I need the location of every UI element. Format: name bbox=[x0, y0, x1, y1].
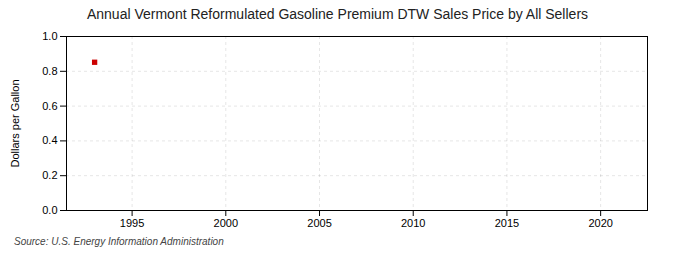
svg-text:0.6: 0.6 bbox=[42, 100, 57, 112]
html-text:Source: U.S. Energy Informatio: Source: U.S. Energy Information Administ… bbox=[14, 236, 224, 247]
svg-text:2020: 2020 bbox=[588, 217, 612, 229]
svg-text:0.4: 0.4 bbox=[42, 134, 57, 146]
svg-text:2005: 2005 bbox=[307, 217, 331, 229]
svg-text:2010: 2010 bbox=[401, 217, 425, 229]
svg-text:Dollars per Gallon: Dollars per Gallon bbox=[9, 79, 21, 167]
svg-text:0.8: 0.8 bbox=[42, 65, 57, 77]
svg-text:1995: 1995 bbox=[120, 217, 144, 229]
svg-text:1.0: 1.0 bbox=[42, 30, 57, 42]
html-text:Annual Vermont Reformulated Ga: Annual Vermont Reformulated Gasoline Pre… bbox=[87, 6, 588, 22]
svg-text:0.2: 0.2 bbox=[42, 169, 57, 181]
svg-text:0.0: 0.0 bbox=[42, 204, 57, 216]
svg-text:2015: 2015 bbox=[495, 217, 519, 229]
svg-text:2000: 2000 bbox=[214, 217, 238, 229]
